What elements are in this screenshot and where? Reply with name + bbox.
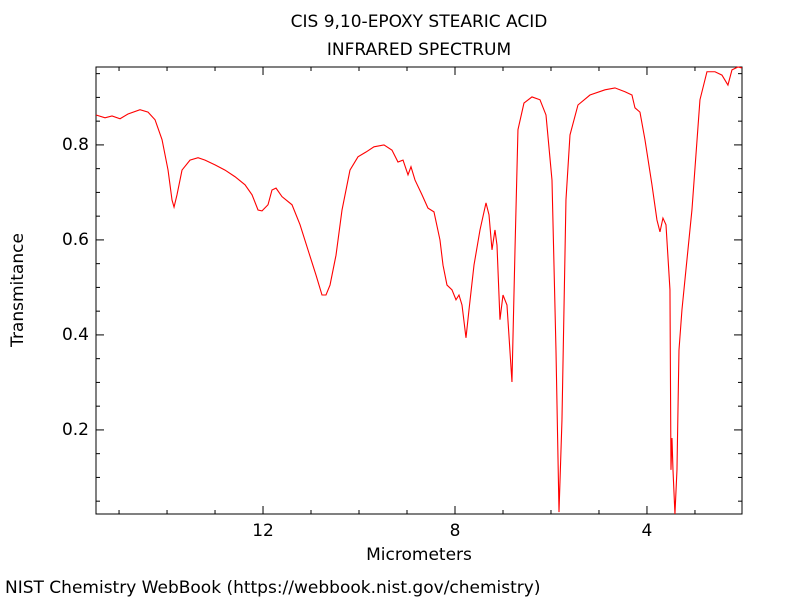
x-tick-label: 4 <box>642 521 653 541</box>
y-axis-label: Transmitance <box>8 233 28 348</box>
footer: NIST Chemistry WebBook (https://webbook.… <box>5 578 540 598</box>
y-tick-label: 0.6 <box>62 230 89 250</box>
y-tick-label: 0.2 <box>62 420 89 440</box>
x-axis-label: Micrometers <box>366 545 472 565</box>
chart-title: CIS 9,10-EPOXY STEARIC ACID <box>291 12 548 32</box>
y-tick-label: 0.4 <box>62 325 89 345</box>
plot-frame <box>95 66 743 515</box>
x-tick-label: 8 <box>450 521 461 541</box>
y-tick-label: 0.8 <box>62 135 89 155</box>
chart-subtitle: INFRARED SPECTRUM <box>327 40 511 60</box>
x-tick-label: 12 <box>252 521 274 541</box>
spectrum-line <box>95 66 743 515</box>
